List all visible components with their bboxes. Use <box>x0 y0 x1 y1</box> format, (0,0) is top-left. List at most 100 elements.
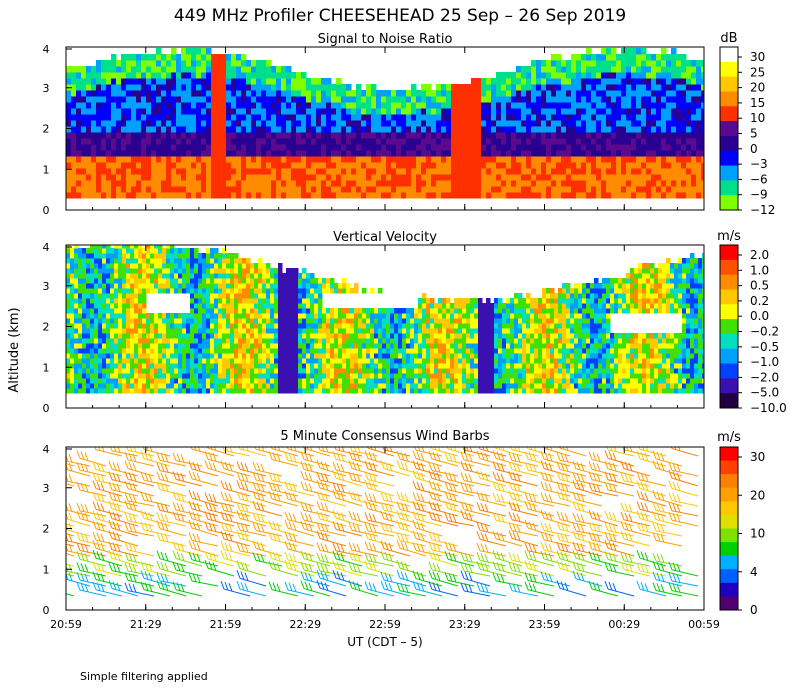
velocity-cell <box>134 338 139 344</box>
velocity-cell <box>162 323 167 329</box>
snr-cell <box>631 156 637 163</box>
snr-cell <box>576 126 582 133</box>
velocity-cell <box>134 288 139 294</box>
snr-cell <box>506 78 512 85</box>
velocity-cell <box>146 343 151 349</box>
snr-cell <box>511 174 517 181</box>
snr-cell <box>556 72 562 79</box>
velocity-cell <box>222 273 227 279</box>
velocity-cell <box>126 388 131 394</box>
snr-cell <box>251 162 257 169</box>
snr-cell <box>276 144 282 151</box>
velocity-cell <box>154 328 159 334</box>
snr-cell <box>536 180 542 187</box>
snr-cell <box>91 174 97 181</box>
snr-cell <box>641 120 647 127</box>
velocity-cell <box>158 368 163 374</box>
velocity-cell <box>134 268 139 274</box>
snr-cell <box>661 138 667 145</box>
velocity-cell <box>346 368 351 374</box>
snr-cell <box>611 120 617 127</box>
velocity-cell <box>146 313 151 319</box>
velocity-cell <box>306 293 311 299</box>
snr-cell <box>266 150 272 157</box>
snr-cell <box>91 186 97 193</box>
velocity-cell <box>86 348 91 354</box>
velocity-cell <box>114 293 119 299</box>
velocity-cell <box>222 278 227 284</box>
velocity-cell <box>354 283 359 289</box>
velocity-cell <box>278 358 283 364</box>
snr-cell <box>571 186 577 193</box>
velocity-cell <box>362 288 367 294</box>
snr-cell <box>646 168 652 175</box>
velocity-cell <box>242 298 247 304</box>
velocity-cell <box>174 263 179 269</box>
snr-cell <box>336 78 342 85</box>
velocity-cell <box>194 313 199 319</box>
snr-cell <box>551 84 557 91</box>
snr-cell <box>686 192 692 199</box>
snr-cell <box>661 168 667 175</box>
snr-cell <box>436 126 442 133</box>
snr-cell <box>676 138 682 145</box>
snr-cell <box>676 144 682 151</box>
snr-cell <box>331 132 337 139</box>
velocity-cell <box>290 293 295 299</box>
snr-cell <box>251 132 257 139</box>
snr-cell <box>541 126 547 133</box>
velocity-cell <box>66 388 71 394</box>
velocity-cell <box>210 368 215 374</box>
snr-cell <box>136 150 142 157</box>
velocity-cell <box>246 268 251 274</box>
snr-cell <box>536 174 542 181</box>
snr-cell <box>421 108 427 115</box>
velocity-cell <box>174 288 179 294</box>
snr-cell <box>286 102 292 109</box>
snr-cell <box>156 114 162 121</box>
snr-cell <box>471 168 477 175</box>
velocity-cell <box>90 263 95 269</box>
velocity-cell <box>386 363 391 369</box>
snr-cell <box>286 126 292 133</box>
snr-cell <box>681 84 687 91</box>
snr-cell <box>591 96 597 103</box>
snr-cell <box>541 114 547 121</box>
velocity-cell <box>342 313 347 319</box>
velocity-cell <box>118 268 123 274</box>
velocity-cell <box>250 368 255 374</box>
snr-cell <box>351 138 357 145</box>
velocity-cell <box>226 353 231 359</box>
velocity-cell <box>250 338 255 344</box>
snr-cell <box>116 84 122 91</box>
velocity-cell <box>210 273 215 279</box>
snr-cell <box>291 84 297 91</box>
snr-cell <box>221 150 227 157</box>
velocity-cell <box>90 348 95 354</box>
snr-cell <box>446 102 452 109</box>
velocity-cell <box>106 298 111 304</box>
velocity-cell <box>118 303 123 309</box>
snr-cell <box>251 126 257 133</box>
velocity-cell <box>254 383 259 389</box>
colorbar-label: 25 <box>750 65 765 79</box>
velocity-cell <box>138 288 143 294</box>
snr-cell <box>386 120 392 127</box>
snr-cell <box>231 120 237 127</box>
snr-cell <box>371 114 377 121</box>
velocity-cell <box>314 378 319 384</box>
velocity-cell <box>238 298 243 304</box>
snr-cell <box>676 78 682 85</box>
velocity-cell <box>158 313 163 319</box>
velocity-cell <box>362 308 367 314</box>
snr-cell <box>301 108 307 115</box>
velocity-cell <box>326 348 331 354</box>
snr-cell <box>626 126 632 133</box>
snr-cell <box>671 180 677 187</box>
snr-cell <box>511 90 517 97</box>
snr-cell <box>601 168 607 175</box>
snr-cell <box>371 96 377 103</box>
snr-cell <box>501 120 507 127</box>
snr-cell <box>126 186 132 193</box>
snr-cell <box>216 108 222 115</box>
